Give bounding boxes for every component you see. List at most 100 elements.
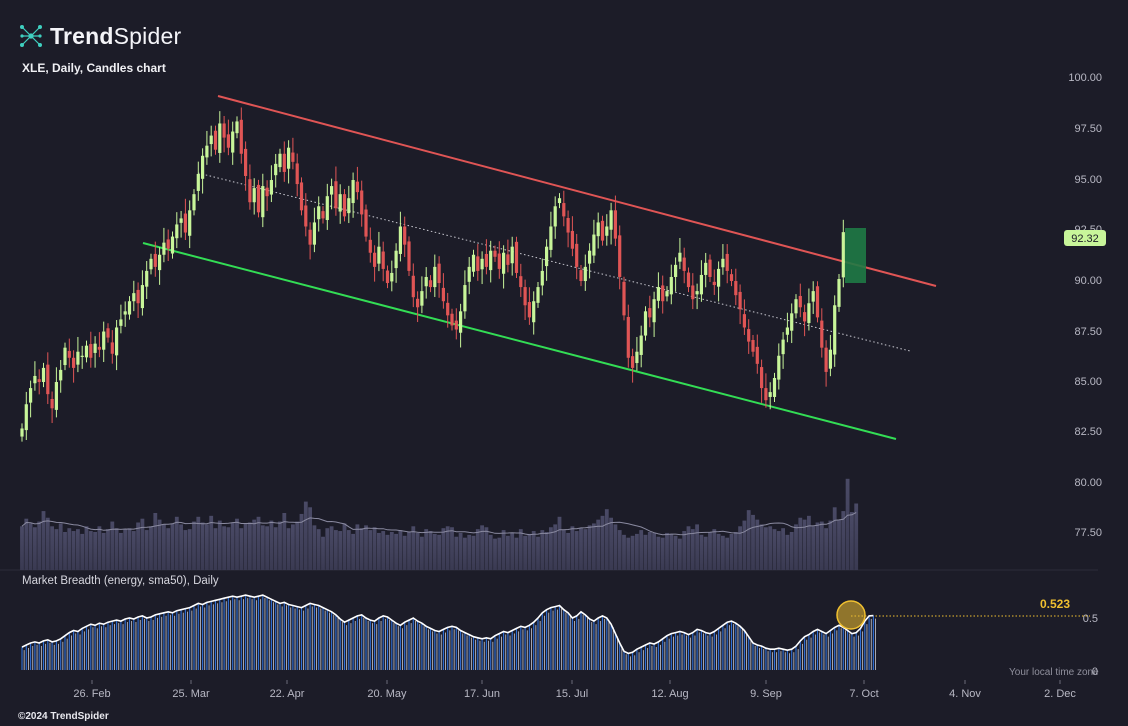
price-tick-label: 97.50 (1074, 123, 1102, 135)
breadth-line (21, 594, 874, 655)
volume-bar (652, 532, 656, 570)
candle-body (295, 163, 299, 185)
candle-body (828, 349, 832, 369)
candle-body (162, 242, 166, 255)
candle-body (218, 123, 222, 153)
volume-bar (37, 521, 42, 570)
candle-body (798, 295, 802, 308)
candle-body (708, 259, 712, 277)
volume-bar (673, 535, 678, 570)
candle-body (321, 211, 325, 219)
candle-body (631, 356, 635, 368)
candle-body (514, 241, 519, 273)
volume-bar (222, 526, 226, 570)
candle-body (256, 184, 261, 213)
candle-body (669, 276, 673, 295)
volume-bar (441, 528, 446, 570)
volume-bar (123, 529, 128, 570)
volume-bar (282, 513, 287, 570)
candle-body (661, 285, 665, 302)
candle-body (54, 382, 58, 410)
time-tick-label: 25. Mar (172, 688, 210, 700)
candle-body (67, 350, 71, 358)
volume-bar (751, 514, 755, 570)
candle-body (76, 351, 80, 365)
volume-bar (592, 523, 596, 570)
volume-bar (101, 532, 106, 570)
price-axis[interactable]: 100.0097.5095.0092.5090.0087.5085.0082.5… (1068, 72, 1102, 539)
volume-bar (527, 533, 532, 570)
volume-bar (643, 534, 648, 570)
volume-bar (768, 526, 773, 570)
volume-bar (712, 529, 717, 570)
candle-body (695, 291, 699, 295)
volume-bar (708, 532, 712, 570)
candle-body (72, 357, 76, 368)
volume-bar (682, 531, 687, 570)
volume-bar (475, 529, 480, 570)
time-axis[interactable]: 26. Feb 25. Mar 22. Apr 20. May 17. Jun 15. J… (73, 680, 1076, 700)
volume-bar (153, 513, 158, 570)
price-tick-label: 82.50 (1074, 426, 1102, 438)
volume-bar (351, 533, 355, 570)
volume-bar (93, 532, 97, 570)
breadth-value-label: 0.523 (1040, 597, 1070, 611)
brand-name: TrendSpider (50, 23, 181, 50)
candle-body (123, 311, 127, 315)
volume-bar (144, 530, 149, 570)
candle-body (119, 319, 123, 326)
candle-body (536, 287, 540, 303)
volume-bar (239, 528, 244, 570)
candle-body (527, 302, 531, 318)
volume-bar (600, 515, 605, 570)
candle-body (519, 276, 523, 288)
volume-bar (420, 536, 424, 570)
volume-bar (355, 524, 360, 570)
volume-bar (41, 511, 46, 570)
candle-body (420, 291, 424, 306)
candle-body (665, 291, 669, 297)
upper-channel-line[interactable] (217, 95, 937, 287)
candles (20, 107, 845, 442)
volume-bar (381, 531, 386, 570)
breadth-current-marker[interactable] (836, 600, 866, 630)
candle-body (545, 246, 549, 267)
volume-bar (265, 526, 269, 570)
volume-bar (377, 532, 381, 570)
candle-body (738, 291, 742, 310)
candle-body (403, 226, 407, 245)
candle-body (626, 316, 630, 358)
timezone-note[interactable]: Your local time zone (1009, 667, 1099, 678)
breadth-title: Market Breadth (energy, sma50), Daily (22, 575, 219, 587)
candle-body (287, 147, 291, 169)
volume-bar (566, 532, 570, 570)
volume-bar (316, 529, 321, 570)
volume-bar (781, 528, 785, 570)
candle-body (820, 320, 824, 348)
candle-body (674, 264, 678, 277)
volume-bar (626, 537, 631, 570)
candle-body (183, 213, 187, 233)
volume-bar (484, 527, 489, 570)
candle-body (33, 375, 37, 384)
channel-midline[interactable] (197, 172, 911, 352)
volume-bar (174, 516, 179, 570)
candle-body (790, 313, 794, 331)
candle-body (441, 287, 445, 302)
candle-body (755, 346, 759, 364)
volume-bar (192, 521, 196, 570)
volume-bar (243, 523, 248, 570)
volume-bar (635, 533, 639, 570)
volume-bar (295, 521, 300, 570)
volume-bar (80, 533, 85, 570)
volume-bar (729, 533, 734, 570)
candle-body (20, 428, 24, 437)
candle-body (837, 279, 841, 307)
volume-bar (450, 527, 454, 570)
candle-body (686, 272, 691, 288)
volume-bar (613, 524, 618, 570)
volume-bar (58, 523, 63, 570)
candle-body (721, 258, 725, 268)
volume-bar (798, 517, 803, 570)
